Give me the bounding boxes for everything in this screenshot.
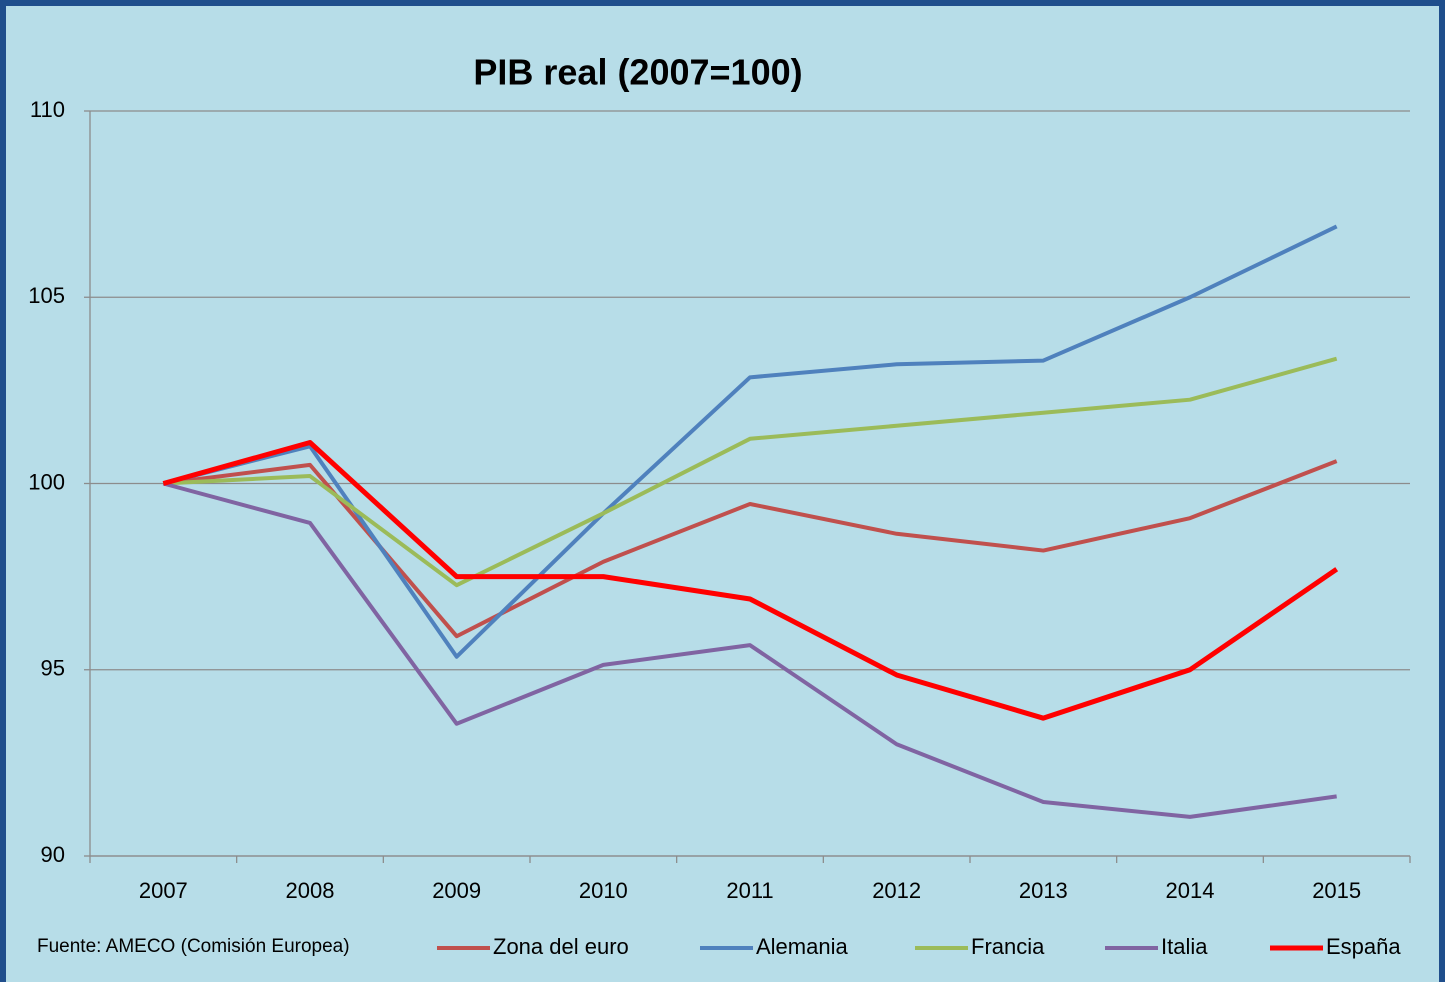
series-line: [162, 224, 1338, 659]
series-line: [162, 481, 1337, 819]
legend-label: Italia: [1161, 934, 1208, 959]
series-line: [163, 459, 1338, 639]
x-tick-label: 2012: [872, 878, 921, 903]
x-tick-label: 2008: [286, 878, 335, 903]
y-tick-label: 90: [41, 842, 65, 867]
series-line: [162, 440, 1339, 721]
x-tick-label: 2010: [579, 878, 628, 903]
x-tick-label: 2013: [1019, 878, 1068, 903]
series-line: [163, 356, 1338, 588]
source-note: Fuente: AMECO (Comisión Europea): [37, 936, 350, 957]
background: [6, 6, 1439, 982]
x-tick-label: 2014: [1166, 878, 1215, 903]
legend-label: Zona del euro: [493, 934, 629, 959]
y-tick-label: 105: [28, 283, 65, 308]
legend-label: España: [1326, 934, 1401, 959]
legend-label: Francia: [971, 934, 1045, 959]
y-tick-label: 110: [30, 97, 65, 122]
x-tick-label: 2011: [726, 878, 773, 903]
x-tick-label: 2009: [432, 878, 481, 903]
chart-title: PIB real (2007=100): [473, 52, 802, 93]
x-tick-label: 2015: [1312, 878, 1361, 903]
legend-label: Alemania: [756, 934, 848, 959]
y-tick-label: 100: [28, 469, 65, 494]
y-tick-label: 95: [41, 656, 65, 681]
x-tick-label: 2007: [139, 878, 188, 903]
